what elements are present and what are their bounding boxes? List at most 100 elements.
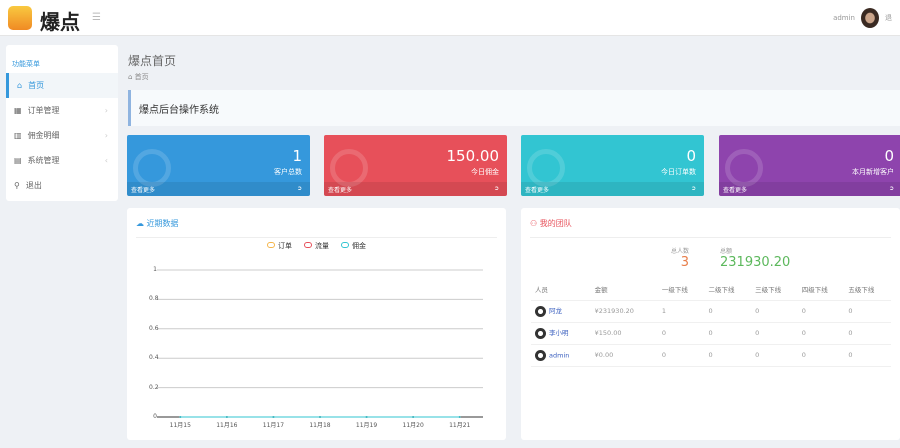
- legend-item[interactable]: 流量: [304, 241, 329, 251]
- table-cell: 0: [751, 300, 798, 323]
- card-value: 0: [686, 147, 696, 165]
- page-title: 爆点首页: [128, 54, 177, 68]
- arrow-circle-icon: ➲: [493, 185, 499, 192]
- card-decoration-icon: [527, 149, 565, 187]
- card-label: 今日订单数: [661, 168, 696, 176]
- sidebar-item-logout[interactable]: ⚲ 退出: [6, 173, 118, 198]
- cloud-icon: ☁: [136, 219, 147, 228]
- logout-link[interactable]: 退: [885, 14, 892, 22]
- data-point[interactable]: [179, 416, 182, 418]
- card-footer-text: 查看更多: [131, 187, 156, 194]
- card-decoration-icon: [133, 149, 171, 187]
- breadcrumb[interactable]: ⌂ 首页: [128, 72, 149, 82]
- data-point[interactable]: [272, 416, 275, 418]
- y-tick-label: 0.2: [149, 383, 159, 391]
- key-icon: ⚲: [14, 181, 20, 190]
- sidebar-item-label: 佣金明细: [27, 131, 60, 140]
- x-tick-label: 11月19: [355, 422, 378, 429]
- sidebar-item-home[interactable]: ⌂ 首页: [6, 73, 118, 98]
- arrow-circle-icon: ➲: [296, 185, 302, 192]
- y-tick-label: 0.8: [149, 295, 159, 303]
- legend-item[interactable]: 订单: [267, 241, 292, 251]
- table-row: 阿龙 ¥231930.20 1 0 0 0 0: [531, 300, 891, 323]
- avatar[interactable]: [861, 8, 879, 28]
- data-point[interactable]: [458, 416, 461, 418]
- chart-title-text: 近期数据: [146, 219, 179, 228]
- table-cell: ¥150.00: [590, 322, 658, 345]
- data-point[interactable]: [412, 416, 415, 418]
- team-panel-title: ⚇ 我的团队: [530, 218, 891, 238]
- table-row: admin ¥0.00 0 0 0 0 0: [531, 344, 891, 367]
- grid-icon: ▤: [14, 156, 22, 165]
- breadcrumb-home[interactable]: 首页: [134, 73, 149, 81]
- member-name[interactable]: 阿龙: [549, 307, 562, 316]
- stat-card[interactable]: 0 本月新增客户 查看更多 ➲: [719, 135, 900, 196]
- legend-marker-icon: [304, 242, 312, 248]
- member-name[interactable]: 李小明: [549, 329, 569, 338]
- username[interactable]: admin: [833, 14, 855, 22]
- data-point[interactable]: [319, 416, 321, 418]
- x-tick-label: 11月18: [309, 422, 331, 429]
- y-tick-label: 0.6: [149, 324, 159, 332]
- table-cell: ¥231930.20: [590, 300, 658, 323]
- table-cell: 0: [844, 344, 891, 367]
- column-header: 二级下线: [704, 278, 752, 301]
- stat-card[interactable]: 150.00 今日佣金 查看更多 ➲: [324, 135, 507, 196]
- stat-card[interactable]: 0 今日订单数 查看更多 ➲: [521, 135, 704, 196]
- member-count-label: 总人数: [671, 248, 690, 255]
- card-label: 本月新增客户: [852, 168, 894, 176]
- table-cell: 0: [657, 344, 705, 367]
- total-amount: 总额 231930.20: [720, 246, 790, 270]
- column-header: 三级下线: [751, 278, 798, 301]
- user-menu[interactable]: admin 退: [833, 8, 892, 28]
- legend-marker-icon: [341, 242, 349, 248]
- table-cell: 0: [704, 344, 752, 367]
- card-footer-link[interactable]: 查看更多 ➲: [324, 182, 507, 196]
- stat-card[interactable]: 1 客户总数 查看更多 ➲: [127, 135, 310, 196]
- column-header: 一级下线: [657, 278, 705, 301]
- table-icon: ▦: [14, 106, 22, 115]
- sidebar-item-commission[interactable]: ▥ 佣金明细 ›: [6, 123, 118, 148]
- legend-label: 佣金: [352, 242, 366, 250]
- card-label: 客户总数: [274, 168, 302, 176]
- column-header: 五级下线: [844, 278, 891, 301]
- card-footer-link[interactable]: 查看更多 ➲: [127, 182, 310, 196]
- hamburger-icon[interactable]: ☰: [92, 12, 101, 23]
- table-cell: 0: [844, 300, 891, 323]
- chevron-right-icon: ›: [104, 131, 108, 140]
- data-point[interactable]: [225, 416, 228, 418]
- sidebar-item-system[interactable]: ▤ 系统管理 ‹: [6, 148, 118, 173]
- avatar: [535, 327, 546, 339]
- home-icon: ⌂: [128, 73, 135, 81]
- y-tick-label: 0.4: [149, 354, 159, 362]
- x-tick-label: 11月15: [169, 422, 191, 429]
- card-label: 今日佣金: [471, 168, 499, 176]
- member-cell: 李小明: [531, 322, 591, 345]
- card-value: 150.00: [446, 147, 500, 165]
- x-tick-label: 11月17: [262, 422, 285, 429]
- notice-banner: 爆点后台操作系统: [128, 90, 900, 126]
- total-amount-value: 231930.20: [720, 255, 791, 270]
- chart-panel-title: ☁ 近期数据: [136, 218, 497, 238]
- member-name[interactable]: admin: [549, 351, 570, 359]
- legend-item[interactable]: 佣金: [341, 241, 366, 251]
- data-point[interactable]: [365, 416, 368, 418]
- y-tick-label: 0: [153, 413, 157, 420]
- team-panel: ⚇ 我的团队 总人数 3 总额 231930.20 人员 金额 一级下线 二级下线 三级下线…: [521, 208, 900, 440]
- y-tick-label: 1: [153, 266, 157, 273]
- card-decoration-icon: [725, 149, 763, 187]
- card-footer-link[interactable]: 查看更多 ➲: [719, 182, 900, 196]
- sidebar-item-label: 系统管理: [27, 156, 60, 165]
- sidebar-item-label: 订单管理: [27, 106, 60, 115]
- chevron-down-icon: ‹: [104, 156, 108, 165]
- member-count: 总人数 3: [671, 246, 689, 270]
- sidebar-item-orders[interactable]: ▦ 订单管理 ›: [6, 98, 118, 123]
- card-footer-text: 查看更多: [723, 187, 748, 194]
- total-amount-label: 总额: [720, 248, 733, 255]
- card-decoration-icon: [330, 149, 368, 187]
- card-footer-text: 查看更多: [525, 187, 550, 194]
- column-header: 金额: [590, 278, 658, 301]
- avatar: [535, 305, 546, 317]
- table-cell: 0: [704, 300, 752, 323]
- card-footer-link[interactable]: 查看更多 ➲: [521, 182, 704, 196]
